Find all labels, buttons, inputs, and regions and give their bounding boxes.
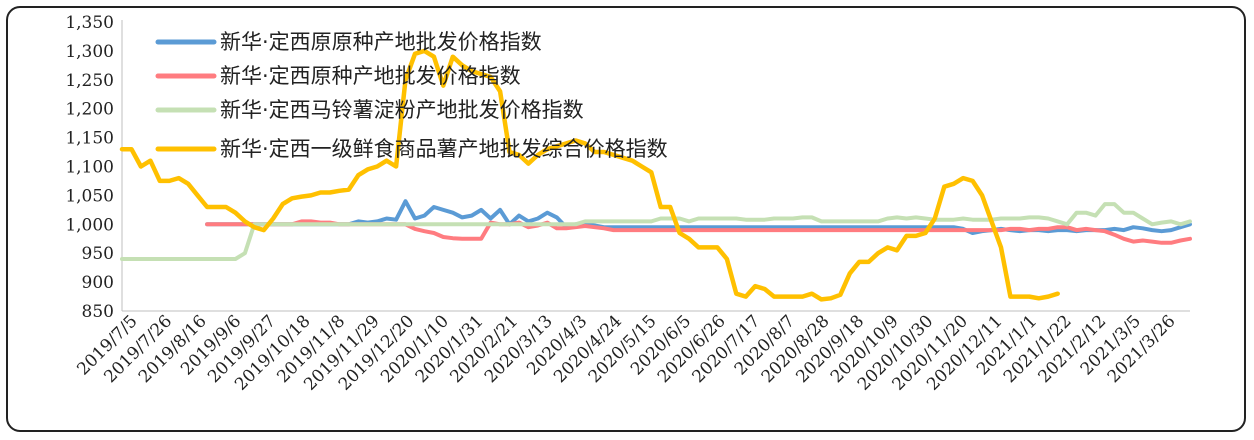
y-tick-label: 1,150 — [65, 129, 114, 149]
y-tick-label: 1,000 — [65, 215, 114, 235]
y-tick-label: 950 — [82, 244, 114, 264]
legend-label-1: 新华·定西原原种产地批发价格指数 — [220, 30, 542, 54]
y-tick-label: 1,300 — [65, 42, 114, 62]
y-tick-label: 1,100 — [65, 158, 114, 178]
y-tick-labels: 850 900 950 1,000 1,050 1,100 1,150 1,200 1,250 1… — [65, 13, 114, 322]
chart-frame — [6, 6, 1246, 432]
legend-label-4: 新华·定西一级鲜食商品薯产地批发综合价格指数 — [220, 137, 668, 161]
series-line-3 — [120, 202, 1192, 261]
y-tick-label: 1,200 — [65, 100, 114, 120]
y-tick-label: 850 — [82, 302, 114, 322]
legend-label-2: 新华·定西原种产地批发价格指数 — [220, 64, 521, 88]
y-tick-label: 1,050 — [65, 186, 114, 206]
series-line-4 — [119, 48, 1060, 302]
y-tick-label: 900 — [82, 273, 114, 293]
legend-label-3: 新华·定西马铃薯淀粉产地批发价格指数 — [220, 98, 584, 122]
y-tick-label: 1,250 — [65, 71, 114, 91]
legend: 新华·定西原原种产地批发价格指数新华·定西原种产地批发价格指数新华·定西马铃薯淀… — [155, 30, 668, 161]
y-tick-label: 1,350 — [65, 13, 114, 33]
series-lines — [119, 48, 1192, 302]
x-tick-labels: 2019/7/52019/7/262019/8/162019/9/62019/9… — [73, 311, 1179, 394]
